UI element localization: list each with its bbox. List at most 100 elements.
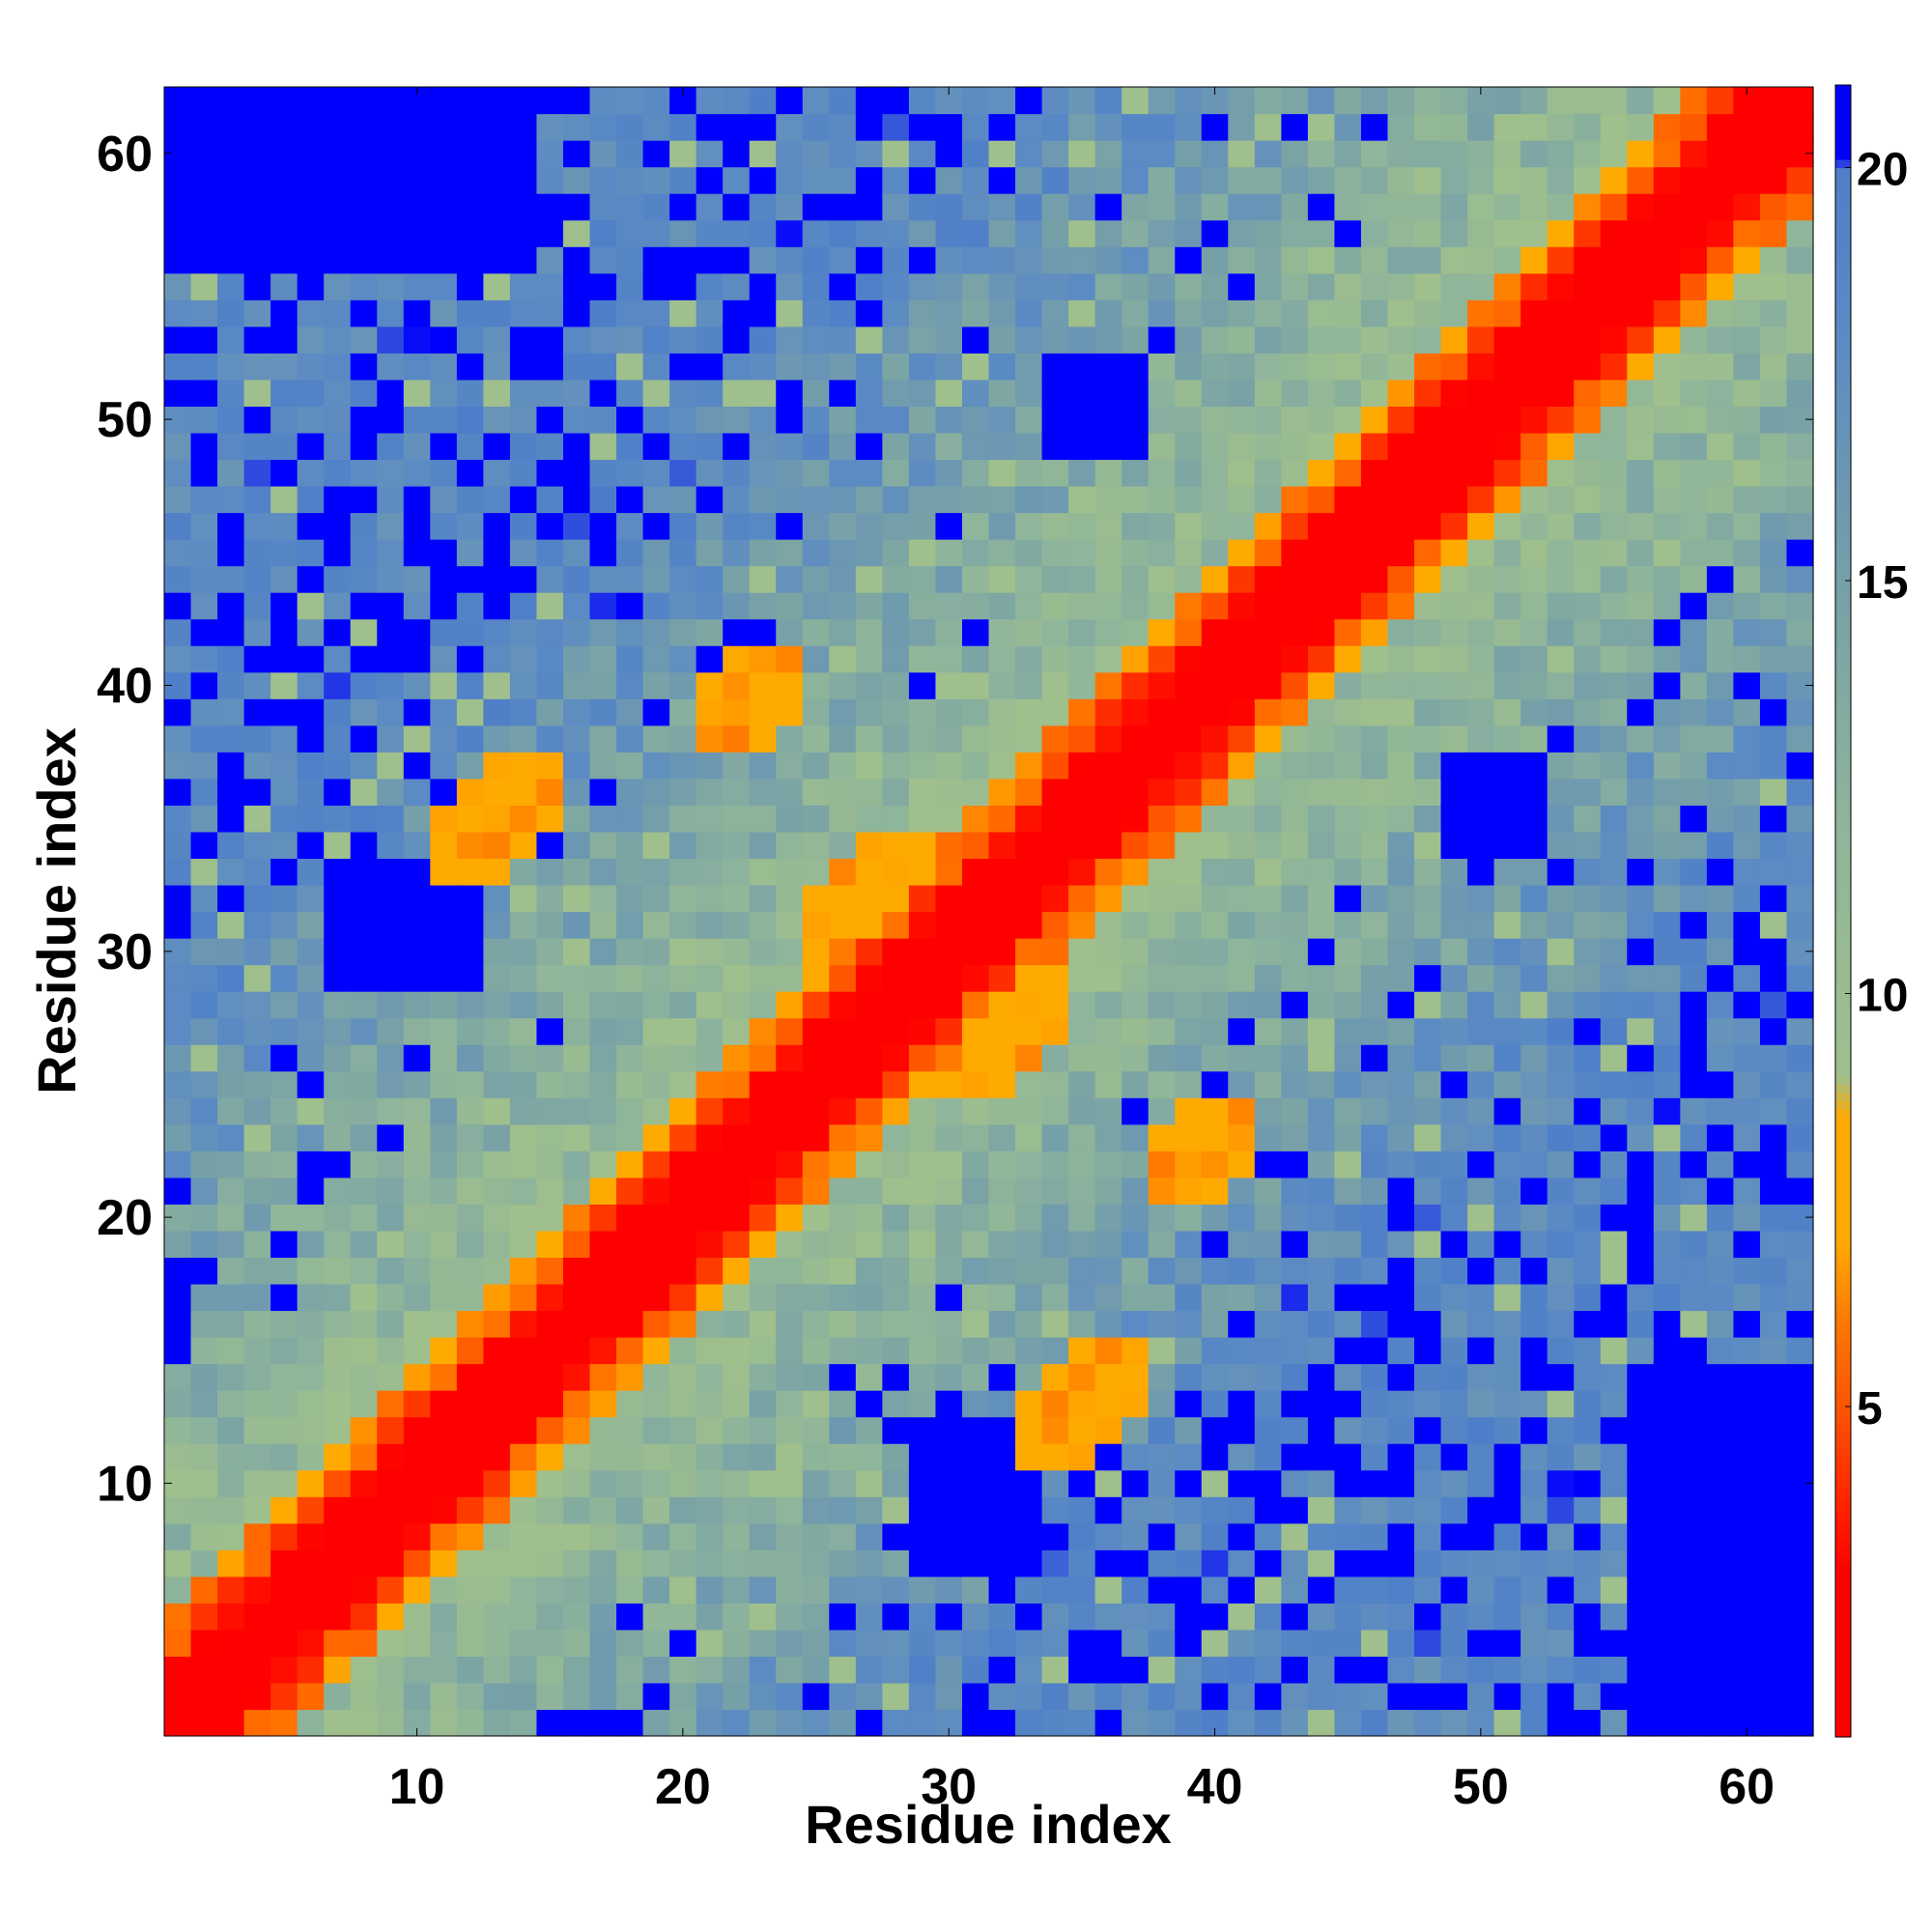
heatmap-cell — [562, 671, 591, 699]
heatmap-cell — [1547, 272, 1575, 300]
heatmap-cell — [1440, 1522, 1468, 1550]
heatmap-cell — [935, 1656, 963, 1684]
heatmap-cell — [882, 938, 910, 966]
heatmap-cell — [483, 805, 511, 833]
heatmap-cell — [1387, 1151, 1415, 1179]
heatmap-cell — [589, 1682, 617, 1711]
heatmap-cell — [1759, 1656, 1788, 1684]
heatmap-cell — [669, 1177, 697, 1205]
heatmap-cell — [1201, 379, 1229, 407]
colorbar-tick-label: 15 — [1857, 557, 1908, 609]
heatmap-cell — [1387, 512, 1415, 540]
heatmap-cell — [430, 1151, 458, 1179]
heatmap-cell — [642, 140, 670, 168]
heatmap-cell — [696, 805, 724, 833]
heatmap-cell — [696, 193, 724, 221]
heatmap-cell — [908, 911, 937, 939]
heatmap-cell — [1360, 1337, 1389, 1365]
heatmap-cell — [456, 193, 484, 221]
heatmap-cell — [377, 884, 405, 913]
heatmap-cell — [456, 1151, 484, 1179]
heatmap-cell — [1414, 1017, 1442, 1045]
heatmap-cell — [589, 379, 617, 407]
colorbar-segment — [1835, 1076, 1851, 1086]
heatmap-cell — [776, 778, 804, 806]
heatmap-cell — [403, 1656, 431, 1684]
heatmap-cell — [297, 406, 325, 434]
heatmap-cell — [1334, 485, 1362, 514]
heatmap-cell — [1387, 193, 1415, 221]
heatmap-cell — [1015, 911, 1043, 939]
heatmap-cell — [696, 299, 724, 327]
heatmap-cell — [749, 991, 777, 1019]
heatmap-cell — [324, 1363, 352, 1391]
heatmap-cell — [776, 1682, 804, 1711]
heatmap-cell — [509, 698, 538, 726]
heatmap-cell — [1733, 1469, 1761, 1497]
heatmap-cell — [350, 884, 378, 913]
heatmap-cell — [430, 432, 458, 461]
heatmap-cell — [536, 193, 564, 221]
heatmap-cell — [802, 1363, 830, 1391]
heatmap-cell — [350, 1603, 378, 1631]
heatmap-cell — [1334, 1123, 1362, 1151]
colorbar-segment — [1835, 1505, 1851, 1515]
heatmap-cell — [324, 911, 352, 939]
heatmap-cell — [536, 1337, 564, 1365]
heatmap-cell — [1574, 87, 1602, 115]
heatmap-cell — [1414, 353, 1442, 381]
heatmap-cell — [616, 166, 644, 194]
heatmap-cell — [696, 539, 724, 567]
heatmap-cell — [1068, 485, 1096, 514]
heatmap-cell — [190, 140, 218, 168]
heatmap-cell — [1148, 1656, 1176, 1684]
heatmap-cell — [908, 326, 937, 354]
heatmap-cell — [562, 991, 591, 1019]
heatmap-cell — [802, 831, 830, 860]
heatmap-cell — [669, 1310, 697, 1338]
heatmap-cell — [190, 1177, 218, 1205]
heatmap-cell — [562, 1629, 591, 1657]
heatmap-cell — [509, 1123, 538, 1151]
heatmap-cell — [217, 1682, 245, 1711]
heatmap-cell — [1068, 1204, 1096, 1232]
heatmap-cell — [243, 778, 271, 806]
heatmap-cell — [1706, 1151, 1734, 1179]
heatmap-cell — [456, 539, 484, 567]
heatmap-cell — [509, 565, 538, 593]
heatmap-cell — [642, 1177, 670, 1205]
heatmap-cell — [350, 778, 378, 806]
heatmap-cell — [1360, 140, 1389, 168]
heatmap-cell — [1759, 1310, 1788, 1338]
heatmap-cell — [1600, 1204, 1628, 1232]
heatmap-cell — [1440, 724, 1468, 753]
colorbar-segment — [1835, 588, 1851, 598]
heatmap-cell — [882, 87, 910, 115]
colorbar-segment — [1835, 1224, 1851, 1235]
heatmap-cell — [536, 1177, 564, 1205]
heatmap-cell — [935, 1044, 963, 1072]
heatmap-cell — [1414, 1363, 1442, 1391]
heatmap-cell — [1627, 964, 1655, 992]
heatmap-cell — [723, 858, 751, 886]
heatmap-cell — [1414, 645, 1442, 673]
heatmap-cell — [536, 778, 564, 806]
heatmap-cell — [1281, 1337, 1309, 1365]
heatmap-cell — [562, 752, 591, 780]
heatmap-cell — [776, 539, 804, 567]
colorbar-segment — [1835, 919, 1851, 928]
heatmap-cell — [190, 884, 218, 913]
heatmap-cell — [749, 1443, 777, 1471]
heatmap-cell — [1574, 1337, 1602, 1365]
heatmap-cell — [961, 1257, 990, 1285]
heatmap-cell — [988, 1097, 1016, 1125]
heatmap-cell — [1759, 592, 1788, 620]
heatmap-cell — [1334, 406, 1362, 434]
colorbar-segment — [1835, 927, 1851, 937]
heatmap-cell — [350, 645, 378, 673]
heatmap-cell — [1653, 778, 1681, 806]
heatmap-cell — [961, 1576, 990, 1604]
heatmap-cell — [1467, 1629, 1495, 1657]
heatmap-cell — [802, 140, 830, 168]
heatmap-cell — [1759, 1682, 1788, 1711]
